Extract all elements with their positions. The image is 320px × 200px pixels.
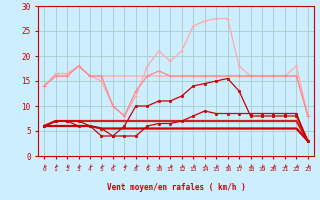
X-axis label: Vent moyen/en rafales ( km/h ): Vent moyen/en rafales ( km/h ) [107, 183, 245, 192]
